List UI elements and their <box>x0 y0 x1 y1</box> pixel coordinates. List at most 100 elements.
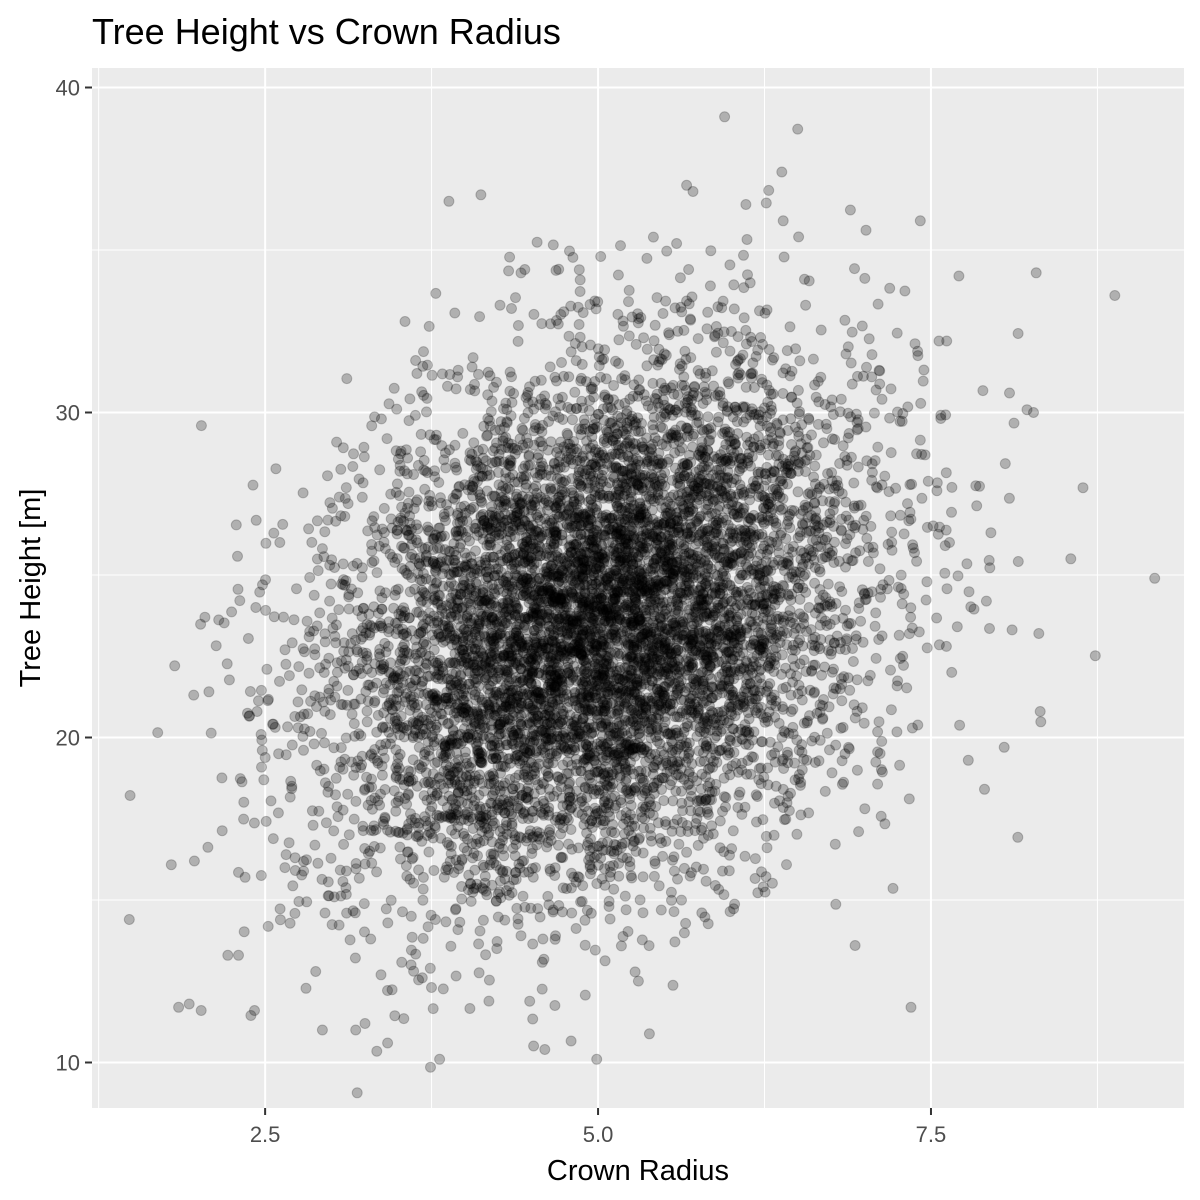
data-point <box>283 837 295 849</box>
data-point <box>619 662 631 674</box>
data-point <box>458 641 470 653</box>
data-point <box>572 541 584 553</box>
data-point <box>578 697 590 709</box>
data-point <box>615 738 627 749</box>
data-point <box>758 575 770 587</box>
data-point <box>564 540 576 552</box>
data-point <box>886 544 898 556</box>
data-point <box>634 772 646 784</box>
data-point <box>845 357 857 369</box>
data-point <box>813 755 825 767</box>
data-point <box>720 439 732 450</box>
data-point <box>602 601 614 613</box>
data-point <box>885 447 897 459</box>
data-point <box>622 654 634 666</box>
data-point <box>396 563 408 574</box>
data-point <box>312 857 324 869</box>
data-point <box>347 461 359 472</box>
data-point <box>499 493 511 505</box>
data-point <box>749 599 761 611</box>
data-point <box>931 477 943 489</box>
data-point <box>491 936 503 947</box>
data-point <box>292 696 304 708</box>
data-point <box>668 865 680 877</box>
data-point <box>801 625 812 637</box>
data-point <box>639 628 651 640</box>
data-point <box>551 501 563 513</box>
data-point <box>580 676 592 688</box>
data-point <box>256 744 268 756</box>
data-point <box>631 557 643 569</box>
data-point <box>592 296 604 308</box>
data-point <box>720 455 732 467</box>
data-point <box>626 554 637 565</box>
data-point <box>546 594 558 606</box>
data-point <box>680 917 692 929</box>
data-point <box>607 594 619 606</box>
data-point <box>539 648 551 660</box>
data-point <box>436 602 448 614</box>
data-point <box>459 785 471 797</box>
data-point <box>283 670 295 682</box>
data-point <box>495 696 507 708</box>
data-point <box>828 557 840 568</box>
data-point <box>656 479 668 490</box>
data-point <box>442 692 454 704</box>
data-point <box>492 798 504 809</box>
data-point <box>272 807 284 819</box>
data-point <box>736 733 748 745</box>
data-point <box>232 583 244 595</box>
data-point <box>570 538 582 550</box>
data-point <box>449 648 461 659</box>
data-point <box>470 717 482 729</box>
data-point <box>581 443 593 455</box>
data-point <box>540 550 552 562</box>
data-point <box>946 506 957 518</box>
data-point <box>625 870 637 882</box>
data-point <box>707 480 719 491</box>
data-point <box>710 508 721 520</box>
data-point <box>821 423 833 435</box>
data-point <box>648 870 660 882</box>
data-point <box>676 705 688 717</box>
data-point <box>494 838 506 850</box>
data-point <box>561 427 573 439</box>
data-point <box>330 637 342 649</box>
data-point <box>513 793 525 805</box>
data-point <box>504 593 516 605</box>
data-point <box>770 521 782 533</box>
data-point <box>741 234 753 245</box>
data-point <box>331 436 343 448</box>
data-point <box>656 619 668 631</box>
data-point <box>495 673 507 685</box>
data-point <box>371 1045 383 1057</box>
data-point <box>707 651 719 663</box>
data-point <box>602 688 613 700</box>
data-point <box>680 628 692 639</box>
data-point <box>680 708 692 720</box>
data-point <box>350 863 362 875</box>
data-point <box>795 809 807 821</box>
data-point <box>617 490 629 502</box>
data-point <box>319 628 331 640</box>
data-point <box>492 911 504 923</box>
data-point <box>596 590 608 602</box>
data-point <box>688 489 699 501</box>
data-point <box>659 637 671 649</box>
data-point <box>870 756 882 768</box>
data-point <box>378 752 390 764</box>
data-point <box>195 420 207 432</box>
data-point <box>615 755 627 767</box>
data-point <box>628 702 640 714</box>
data-point <box>607 609 619 621</box>
data-point <box>586 592 598 604</box>
data-point <box>659 725 671 737</box>
data-point <box>594 574 605 586</box>
data-point <box>655 353 666 365</box>
data-point <box>697 588 709 600</box>
data-point <box>817 495 829 507</box>
data-point <box>560 616 572 628</box>
data-point <box>716 681 728 693</box>
data-point <box>346 708 358 720</box>
data-point <box>464 1003 476 1014</box>
